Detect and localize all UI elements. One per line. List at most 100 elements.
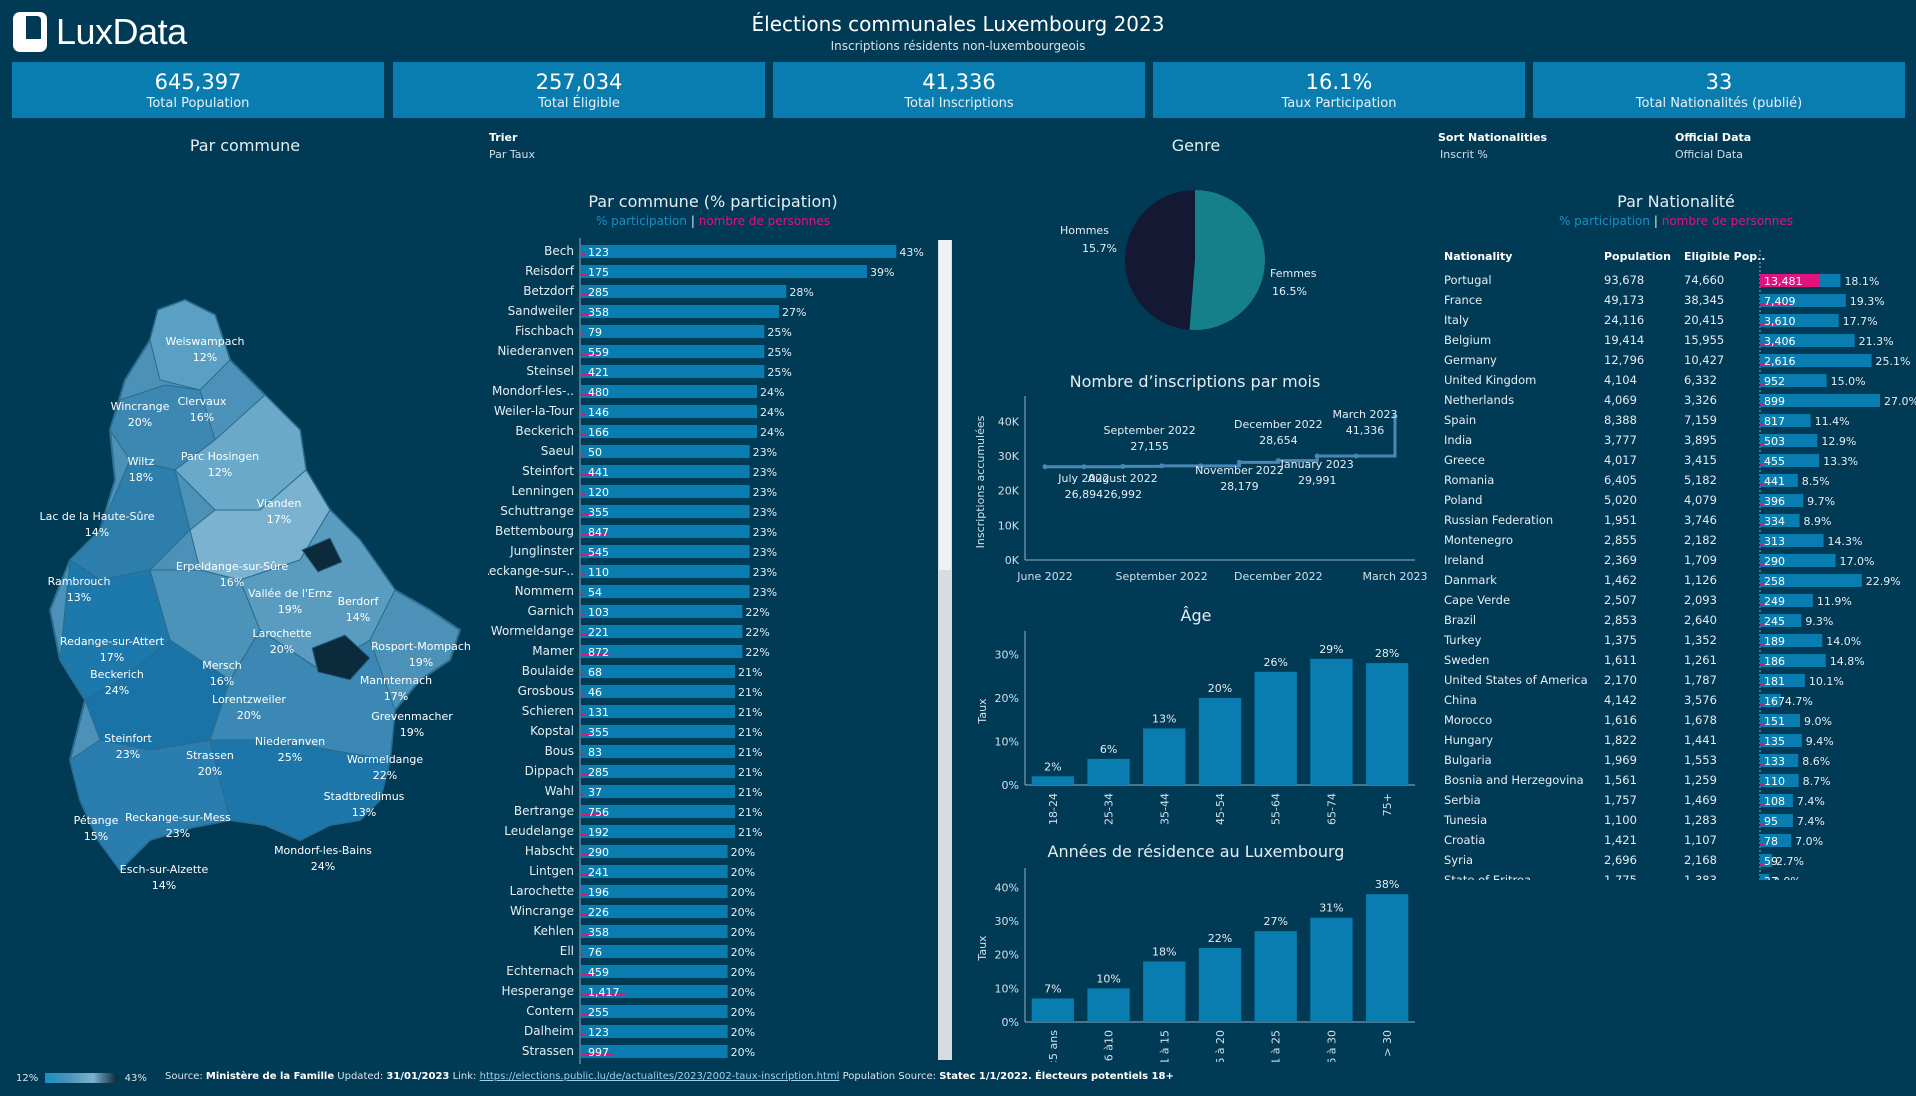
y-tick-label: 10K <box>998 519 1020 532</box>
y-tick-label: 10% <box>995 735 1019 748</box>
map-section-title: Par commune <box>189 136 301 155</box>
data-point <box>1081 464 1087 470</box>
legend-pct: % participation <box>1558 214 1651 228</box>
official-data-dropdown[interactable]: Official Data <box>1675 148 1743 161</box>
count-label: 3,610 <box>1764 315 1796 328</box>
bar <box>1310 917 1353 1022</box>
trier-dropdown[interactable]: Par Taux <box>489 148 536 161</box>
pct-bar <box>1760 674 1805 687</box>
dashboard-title: Élections communales Luxembourg 2023 <box>751 12 1165 36</box>
bar-value-label: 10% <box>1096 972 1120 985</box>
population-value: 2,170 <box>1604 673 1637 687</box>
count-label: 181 <box>1764 675 1785 688</box>
map-label-pct: 16% <box>190 411 214 424</box>
eligible-value: 5,182 <box>1684 473 1717 487</box>
population-value: 1,462 <box>1604 573 1637 587</box>
commune-count-bar <box>581 713 586 716</box>
x-tick-label: June 2022 <box>1016 570 1072 583</box>
commune-label: Leudelange <box>504 824 574 838</box>
map-label-name: Strassen <box>186 749 234 762</box>
map-label-name: Weiswampach <box>166 335 245 348</box>
map-label-pct: 23% <box>166 827 190 840</box>
nationality-name: Morocco <box>1444 713 1492 727</box>
pct-label: 2.7% <box>1776 855 1804 868</box>
commune-map[interactable]: Weiswampach 12% Wincrange 20% Clervaux 16% Wil… <box>0 280 470 920</box>
years-bar-chart[interactable]: 0% 10% 20% 30% 40% Taux 7% <5 ans 10% 6 à10 18% 11 … <box>970 862 1430 1062</box>
map-label-name: Clervaux <box>178 395 227 408</box>
commune-pct-label: 20% <box>731 966 755 979</box>
kpi-value: 41,336 <box>922 70 996 94</box>
population-value: 2,696 <box>1604 853 1637 867</box>
nationality-name: Syria <box>1444 853 1473 867</box>
annotation-month: December 2022 <box>1234 418 1323 431</box>
map-labels: Weiswampach 12% Wincrange 20% Clervaux 16% Wil… <box>40 335 471 892</box>
legend-gradient <box>45 1073 118 1083</box>
monthly-line-chart[interactable]: 0K 10K 20K 30K 40K Inscriptions accumulées Jun… <box>970 392 1430 592</box>
y-tick-label: 40K <box>998 415 1020 428</box>
map-label-pct: 17% <box>384 690 408 703</box>
count-label: 313 <box>1764 535 1785 548</box>
brand-logo[interactable]: LuxData <box>12 10 187 54</box>
legend-count: nombre de personnes <box>698 214 831 228</box>
commune-count-bar <box>581 733 593 736</box>
luxembourg-map-shape[interactable] <box>48 298 462 872</box>
count-label: 167 <box>1764 695 1785 708</box>
count-bar <box>1760 523 1763 526</box>
bar-value-label: 26% <box>1263 656 1287 669</box>
commune-bar <box>581 825 735 838</box>
bar-value-label: 2% <box>1044 760 1061 773</box>
map-label-pct: 14% <box>85 526 109 539</box>
count-label: 503 <box>1764 435 1785 448</box>
map-label-pct: 22% <box>373 769 397 782</box>
count-label: 78 <box>1764 835 1778 848</box>
pct-bar <box>1760 794 1793 807</box>
count-label: 135 <box>1764 735 1785 748</box>
count-label: 27 <box>1764 875 1778 880</box>
commune-bar <box>581 385 757 398</box>
age-bar-chart[interactable]: 0% 10% 20% 30% Taux 2% 18-24 6% 25-34 13% 35-44 20%… <box>970 625 1430 825</box>
count-label: 258 <box>1764 575 1785 588</box>
nationality-section-title: Par Nationalité <box>1617 192 1735 211</box>
sort-nationalities-dropdown[interactable]: Inscrit % <box>1440 148 1488 161</box>
footer-link[interactable]: https://elections.public.lu/de/actualite… <box>479 1071 840 1082</box>
nationality-name: Portugal <box>1444 273 1492 287</box>
footer-link-label: Link: <box>452 1071 477 1082</box>
commune-bar <box>581 465 750 478</box>
footer-note: Électeurs potentiels 18+ <box>1034 1071 1174 1082</box>
commune-label: Lintgen <box>529 864 574 878</box>
nationality-table[interactable]: Nationality Population Eligible Pop.. Portu… <box>1440 240 1916 880</box>
map-label-name: Erpeldange-sur-Sûre <box>176 560 288 573</box>
map-label-name: Rambrouch <box>48 575 111 588</box>
commune-count-label: 196 <box>588 886 609 899</box>
commune-bar <box>581 645 743 658</box>
x-tick-label: 25-34 <box>1103 793 1116 825</box>
commune-count-label: 355 <box>588 726 609 739</box>
bar <box>1310 658 1353 785</box>
eligible-value: 20,415 <box>1684 313 1724 327</box>
commune-count-bar <box>581 573 585 576</box>
map-label-pct: 17% <box>100 651 124 664</box>
eligible-value: 1,383 <box>1684 873 1717 880</box>
genre-pie-chart[interactable]: Hommes 15.7% Femmes 16.5% <box>1040 180 1350 340</box>
commune-pct-label: 20% <box>731 886 755 899</box>
pie-label-name: Hommes <box>1060 224 1109 237</box>
commune-count-label: 54 <box>588 586 602 599</box>
nationality-name: Turkey <box>1443 633 1482 647</box>
bar-value-label: 29% <box>1319 643 1343 656</box>
commune-count-bar <box>581 633 589 636</box>
annotation-value: 28,179 <box>1220 480 1259 493</box>
count-label: 2,616 <box>1764 355 1796 368</box>
x-tick-label: 55-64 <box>1270 793 1283 825</box>
commune-label: Bettembourg <box>495 524 574 538</box>
count-bar <box>1760 543 1763 546</box>
count-bar <box>1760 763 1763 766</box>
population-value: 1,100 <box>1604 813 1637 827</box>
legend-sep: | <box>1653 214 1658 228</box>
count-bar <box>1760 363 1772 366</box>
age-chart-title: Âge <box>1180 606 1212 625</box>
nationality-name: Belgium <box>1444 333 1491 347</box>
commune-count-bar <box>581 653 609 656</box>
commune-bar-chart[interactable]: Bech 123 43% Reisdorf 175 39% Betzdorf 285 28% Sa… <box>488 238 958 1064</box>
pct-label: 19.3% <box>1850 295 1885 308</box>
y-tick-label: 0% <box>1002 779 1019 792</box>
